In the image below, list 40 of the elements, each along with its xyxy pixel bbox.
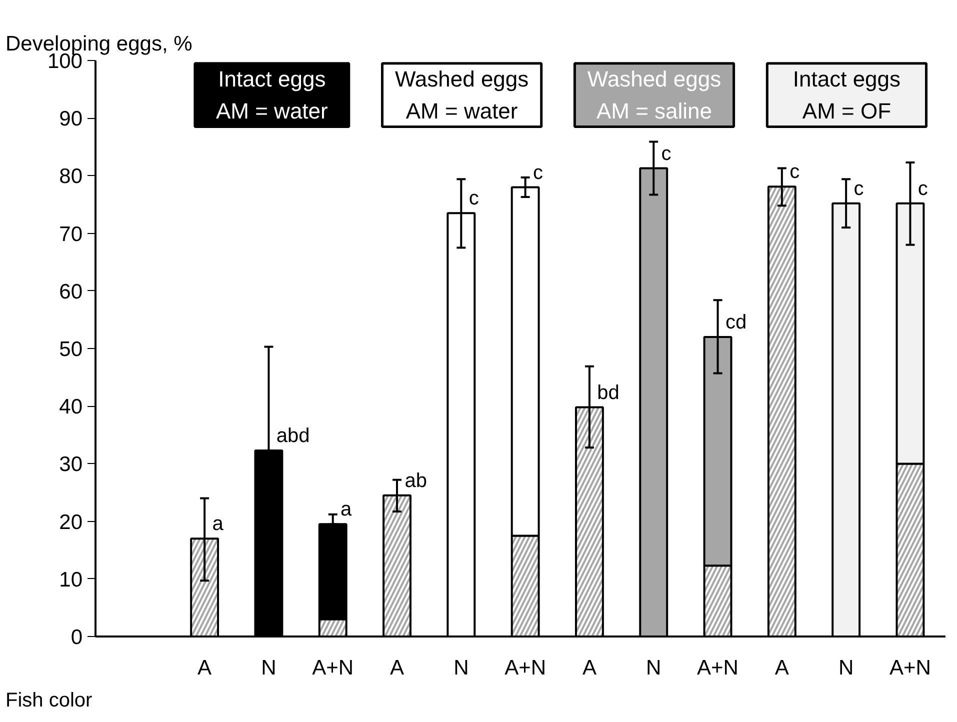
annotation: Intact eggs AM = OF xyxy=(792,66,901,124)
y-axis-title: Developing eggs, % xyxy=(6,32,192,56)
x-tick-label: A xyxy=(582,656,596,680)
y-tick-label: 40 xyxy=(59,396,82,419)
annotation: Washed eggs AM = saline xyxy=(587,66,722,124)
x-axis-title: Fish color xyxy=(6,690,93,712)
x-tick-label: N xyxy=(454,656,469,680)
data-label: bd xyxy=(597,382,620,404)
x-tick-label: A xyxy=(390,656,404,680)
y-tick-label: 50 xyxy=(59,338,82,361)
x-tick-label: A+N xyxy=(890,656,931,680)
x-tick-label: A+N xyxy=(504,656,546,680)
data-label: a xyxy=(340,498,353,521)
annotation: Washed eggs AM = water xyxy=(394,66,529,124)
data-label: abd xyxy=(276,424,310,447)
data-label: c xyxy=(790,161,800,184)
y-tick-label: 80 xyxy=(59,165,82,188)
data-label: c xyxy=(854,178,864,200)
y-tick-label: 20 xyxy=(59,510,82,534)
y-tick-label: 30 xyxy=(59,453,82,476)
annotation: Intact eggs AM = water xyxy=(216,66,328,124)
x-tick-label: N xyxy=(646,656,662,680)
x-tick-label: A+N xyxy=(312,656,354,680)
data-label: c xyxy=(533,162,544,184)
y-tick-label: 10 xyxy=(59,568,82,592)
y-tick-label: 0 xyxy=(70,626,83,649)
data-label: ab xyxy=(404,470,427,492)
data-label: cd xyxy=(725,312,747,334)
data-label: c xyxy=(661,142,672,165)
data-label: a xyxy=(212,513,224,536)
data-label: c xyxy=(918,178,928,200)
x-tick-label: N xyxy=(261,656,276,680)
y-tick-label: 70 xyxy=(59,222,82,246)
data-label: c xyxy=(468,188,479,210)
x-tick-label: A xyxy=(198,656,212,680)
x-tick-label: A+N xyxy=(697,656,738,680)
y-tick-label: 90 xyxy=(59,108,82,131)
x-tick-label: N xyxy=(838,656,854,680)
y-tick-label: 60 xyxy=(59,280,82,304)
x-tick-label: A xyxy=(774,656,789,680)
